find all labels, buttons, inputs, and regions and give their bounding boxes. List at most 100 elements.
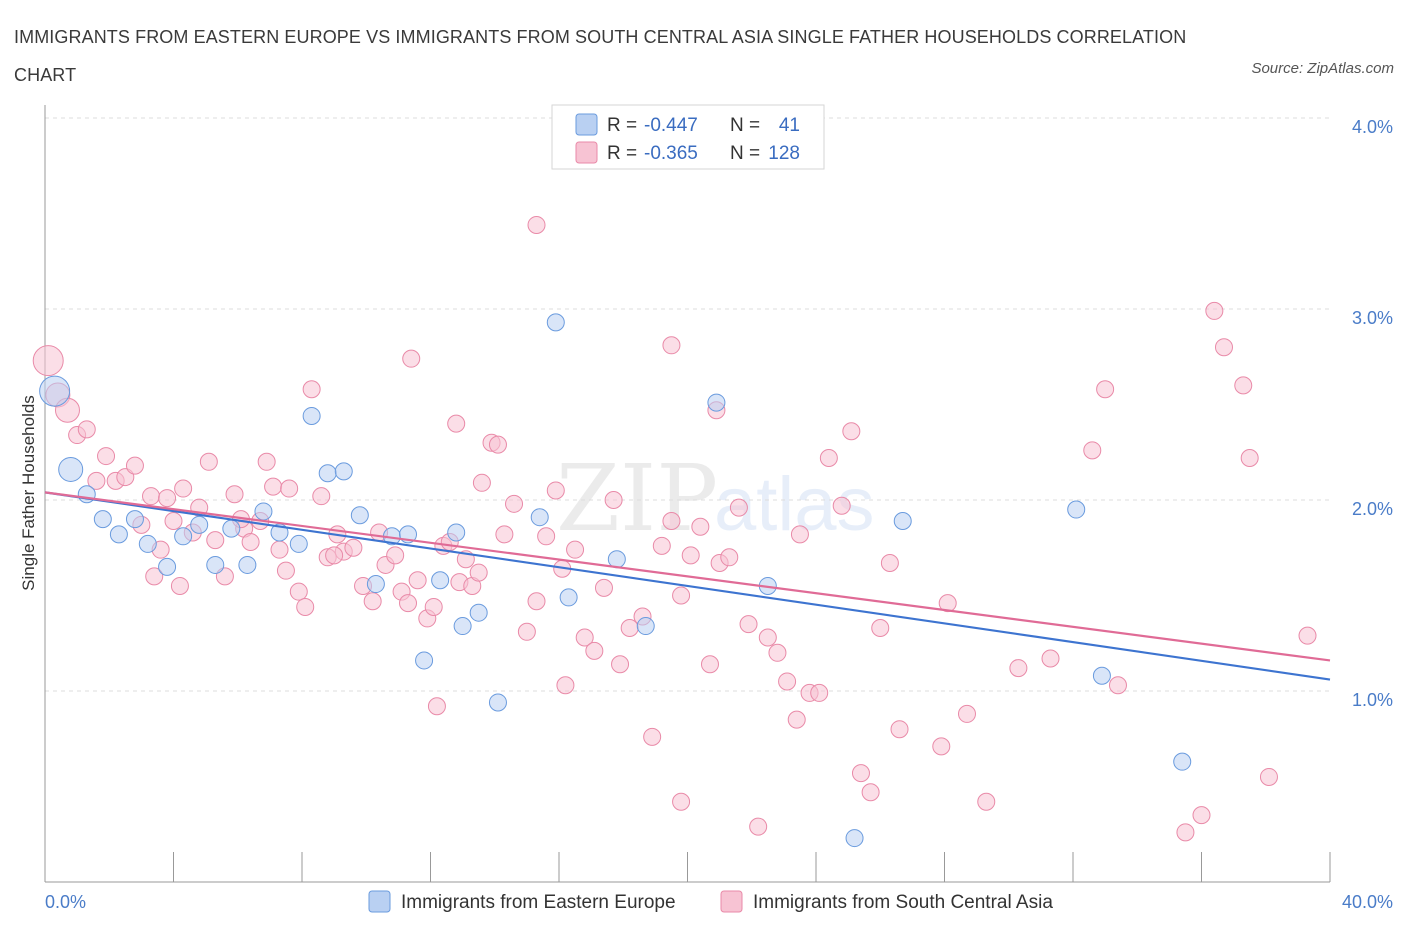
x-tick-label: 40.0% xyxy=(1342,892,1393,912)
legend-r-label-2: R = xyxy=(607,143,637,164)
point-south-central-asia xyxy=(402,349,421,368)
point-eastern-europe xyxy=(530,508,549,527)
point-south-central-asia xyxy=(566,540,585,559)
point-south-central-asia xyxy=(289,582,308,601)
point-eastern-europe xyxy=(488,693,507,712)
point-eastern-europe xyxy=(350,506,369,525)
point-south-central-asia xyxy=(145,567,164,586)
point-south-central-asia xyxy=(386,546,405,565)
point-south-central-asia xyxy=(125,456,144,475)
watermark-zip: ZIP xyxy=(556,445,718,552)
point-south-central-asia xyxy=(1096,380,1115,399)
point-south-central-asia xyxy=(787,710,806,729)
point-south-central-asia xyxy=(447,414,466,433)
point-eastern-europe xyxy=(546,313,565,332)
point-south-central-asia xyxy=(495,525,514,544)
point-south-central-asia xyxy=(604,491,623,509)
point-south-central-asia xyxy=(1192,806,1211,825)
point-eastern-europe xyxy=(254,502,273,521)
point-eastern-europe xyxy=(58,456,84,482)
point-south-central-asia xyxy=(325,546,344,565)
point-eastern-europe xyxy=(93,510,112,529)
point-south-central-asia xyxy=(768,643,787,662)
point-eastern-europe xyxy=(138,534,157,553)
point-south-central-asia xyxy=(344,538,363,557)
y-tick-label: 1.0% xyxy=(1352,690,1393,710)
point-south-central-asia xyxy=(1240,448,1259,467)
legend-n-value-1: 41 xyxy=(779,115,800,136)
point-south-central-asia xyxy=(575,628,594,647)
point-south-central-asia xyxy=(97,447,116,466)
point-eastern-europe xyxy=(453,617,472,636)
point-south-central-asia xyxy=(851,764,870,783)
legend-n-label-2: N = xyxy=(730,143,760,164)
point-eastern-europe xyxy=(206,555,225,574)
bottom-legend-label-south-central-asia: Immigrants from South Central Asia xyxy=(753,892,1053,913)
point-eastern-europe xyxy=(39,375,71,407)
point-south-central-asia xyxy=(1205,301,1224,320)
point-south-central-asia xyxy=(611,655,630,674)
point-south-central-asia xyxy=(729,498,748,517)
point-south-central-asia xyxy=(1176,823,1195,842)
legend-r-label-1: R = xyxy=(607,115,637,136)
point-south-central-asia xyxy=(1259,767,1278,786)
point-eastern-europe xyxy=(559,588,578,607)
point-south-central-asia xyxy=(77,420,96,439)
point-eastern-europe xyxy=(607,550,626,569)
point-south-central-asia xyxy=(472,473,491,492)
point-south-central-asia xyxy=(662,512,681,531)
point-south-central-asia xyxy=(594,578,613,597)
point-south-central-asia xyxy=(681,546,700,565)
point-south-central-asia xyxy=(778,672,797,691)
point-south-central-asia xyxy=(257,452,276,471)
point-south-central-asia xyxy=(170,576,189,595)
chart-source: Source: ZipAtlas.com xyxy=(1251,60,1394,77)
point-south-central-asia xyxy=(158,489,177,508)
point-south-central-asia xyxy=(672,792,691,811)
point-eastern-europe xyxy=(707,393,726,412)
point-eastern-europe xyxy=(334,462,353,481)
point-south-central-asia xyxy=(1234,376,1253,395)
trendlines xyxy=(44,491,1331,681)
point-south-central-asia xyxy=(546,481,565,500)
point-south-central-asia xyxy=(832,496,851,515)
point-south-central-asia xyxy=(142,487,161,506)
y-tick-label: 2.0% xyxy=(1352,499,1393,519)
point-south-central-asia xyxy=(871,618,890,637)
point-eastern-europe xyxy=(366,575,385,594)
point-south-central-asia xyxy=(938,594,957,613)
point-eastern-europe xyxy=(447,523,466,542)
y-tick-label: 3.0% xyxy=(1352,308,1393,328)
point-south-central-asia xyxy=(488,435,507,454)
point-south-central-asia xyxy=(1108,676,1127,695)
point-south-central-asia xyxy=(1083,441,1102,460)
legend-swatch-south-central-asia xyxy=(575,141,598,164)
point-south-central-asia xyxy=(469,563,488,582)
point-eastern-europe xyxy=(125,510,144,529)
point-eastern-europe xyxy=(109,525,128,544)
series-legend: Immigrants from Eastern Europe Immigrant… xyxy=(368,890,1053,913)
point-south-central-asia xyxy=(556,676,575,695)
point-south-central-asia xyxy=(505,494,524,513)
point-south-central-asia xyxy=(1214,338,1233,357)
point-eastern-europe xyxy=(431,571,450,590)
stats-legend: R = -0.447 N = 41 R = -0.365 N = 128 xyxy=(551,104,825,170)
point-south-central-asia xyxy=(116,468,135,487)
point-south-central-asia xyxy=(1041,649,1060,668)
point-south-central-asia xyxy=(174,479,193,498)
point-south-central-asia xyxy=(199,452,218,471)
point-eastern-europe xyxy=(636,617,655,636)
point-eastern-europe xyxy=(469,603,488,622)
point-south-central-asia xyxy=(225,485,244,504)
point-south-central-asia xyxy=(662,336,681,355)
point-south-central-asia xyxy=(270,540,289,559)
point-eastern-europe xyxy=(845,829,864,848)
point-south-central-asia xyxy=(643,727,662,746)
point-eastern-europe xyxy=(893,512,912,531)
point-south-central-asia xyxy=(932,737,951,756)
point-south-central-asia xyxy=(810,683,829,702)
point-south-central-asia xyxy=(206,531,225,550)
point-eastern-europe xyxy=(158,557,177,576)
point-south-central-asia xyxy=(537,527,556,546)
